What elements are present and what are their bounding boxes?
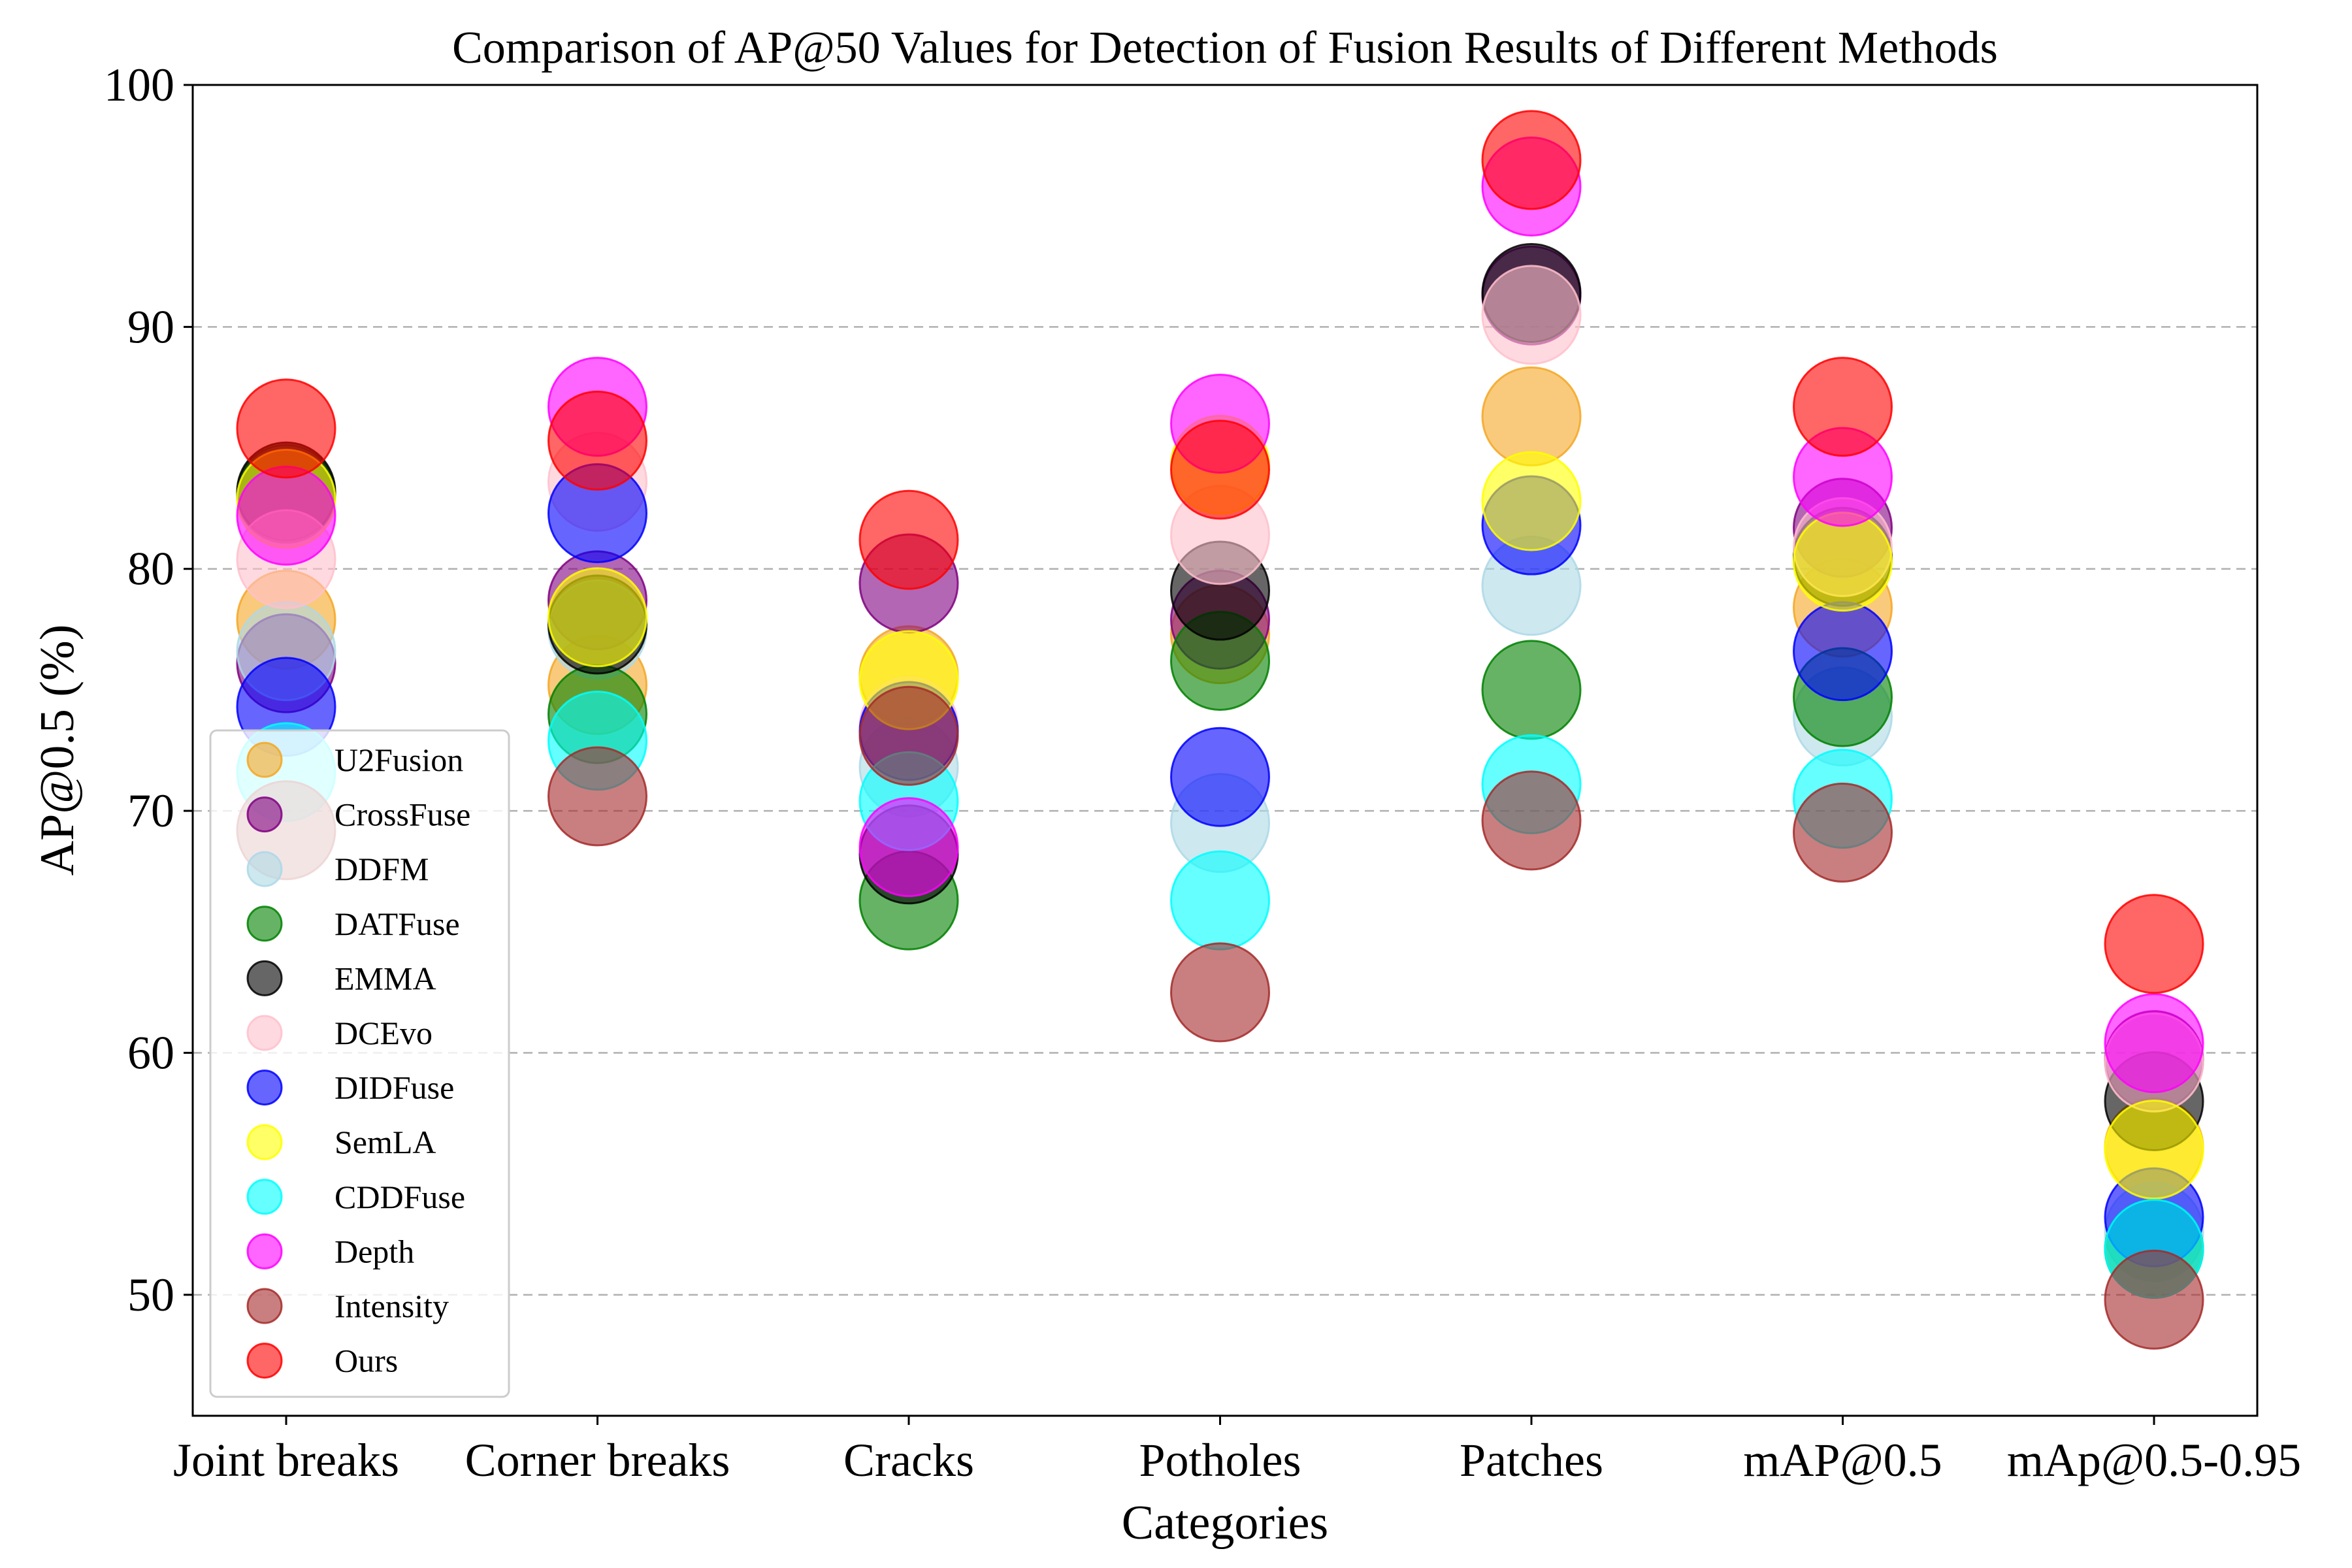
marker-semla xyxy=(1793,512,1893,612)
legend-label: DCEvo xyxy=(335,1015,433,1051)
x-tick-label: Corner breaks xyxy=(465,1434,730,1486)
legend-marker xyxy=(246,906,283,942)
y-tick-label: 80 xyxy=(127,543,174,595)
marker-semla xyxy=(2104,1100,2204,1200)
marker-intensity xyxy=(1481,770,1582,871)
marker-intensity xyxy=(1170,942,1270,1043)
legend-marker xyxy=(246,1288,283,1324)
legend-marker xyxy=(246,1124,283,1160)
y-tick-label: 90 xyxy=(127,301,174,353)
marker-didfuse xyxy=(1793,601,1893,702)
legend-marker xyxy=(246,960,283,996)
legend-marker xyxy=(246,1179,283,1215)
marker-intensity xyxy=(858,685,959,786)
y-tick-label: 70 xyxy=(127,785,174,837)
legend-frame xyxy=(209,729,510,1398)
marker-intensity xyxy=(547,746,647,847)
marker-ours xyxy=(547,390,647,491)
marker-ours xyxy=(2104,894,2204,994)
marker-dcevo xyxy=(1481,265,1582,365)
axes: 50 60 70 80 90 100 Joint breaks Corner breaks Cr… xyxy=(104,59,2301,1486)
legend-marker xyxy=(246,1343,283,1379)
legend-label: Ours xyxy=(335,1343,398,1379)
legend-label: DDFM xyxy=(335,851,429,887)
legend-label: EMMA xyxy=(335,960,436,996)
x-tick-label: Cracks xyxy=(843,1434,974,1486)
x-axis-label: Categories xyxy=(1122,1496,1328,1550)
marker-ours xyxy=(1170,419,1270,520)
legend: U2Fusion CrossFuse DDFM DATFuse EMMA DCEvo DID… xyxy=(209,729,510,1398)
legend-marker xyxy=(246,1015,283,1051)
legend-label: CDDFuse xyxy=(335,1179,465,1215)
y-tick-label: 100 xyxy=(104,59,174,111)
marker-ours xyxy=(1481,110,1582,210)
marker-datfuse xyxy=(1481,640,1582,740)
x-tick-label: Patches xyxy=(1460,1434,1603,1486)
x-tick-label: mAp@0.5-0.95 xyxy=(2007,1434,2301,1486)
x-tick-label: mAP@0.5 xyxy=(1743,1434,1942,1486)
marker-cddfuse xyxy=(1170,850,1270,951)
legend-marker xyxy=(246,851,283,887)
legend-marker xyxy=(246,1233,283,1269)
legend-label: DATFuse xyxy=(335,906,460,942)
marker-semla xyxy=(547,567,647,668)
marker-depth xyxy=(236,465,336,566)
legend-marker xyxy=(246,796,283,833)
marker-ours xyxy=(858,489,959,590)
x-tick-label: Joint breaks xyxy=(173,1434,399,1486)
y-tick-label: 60 xyxy=(127,1026,174,1079)
y-tick-label: 50 xyxy=(127,1269,174,1321)
marker-ours xyxy=(236,378,336,479)
legend-label: Depth xyxy=(335,1233,414,1269)
y-axis-label: AP@0.5 (%) xyxy=(31,625,84,876)
legend-marker xyxy=(246,1070,283,1106)
marker-depth xyxy=(2104,993,2204,1094)
marker-semla xyxy=(1481,451,1582,551)
legend-label: SemLA xyxy=(335,1124,436,1160)
legend-label: Intensity xyxy=(335,1288,449,1324)
chart-title: Comparison of AP@50 Values for Detection… xyxy=(452,23,1998,73)
plot-frame xyxy=(191,84,2259,1417)
legend-marker xyxy=(246,742,283,778)
legend-label: CrossFuse xyxy=(335,796,470,833)
x-tick-label: Potholes xyxy=(1139,1434,1301,1486)
data-markers xyxy=(236,110,2204,1350)
legend-label: DIDFuse xyxy=(335,1070,454,1106)
marker-depth xyxy=(858,797,959,898)
marker-didfuse xyxy=(1170,727,1270,827)
marker-ours xyxy=(1793,357,1893,457)
marker-u2fusion xyxy=(1481,366,1582,466)
legend-label: U2Fusion xyxy=(335,742,463,778)
marker-intensity xyxy=(1793,782,1893,883)
marker-intensity xyxy=(2104,1249,2204,1350)
